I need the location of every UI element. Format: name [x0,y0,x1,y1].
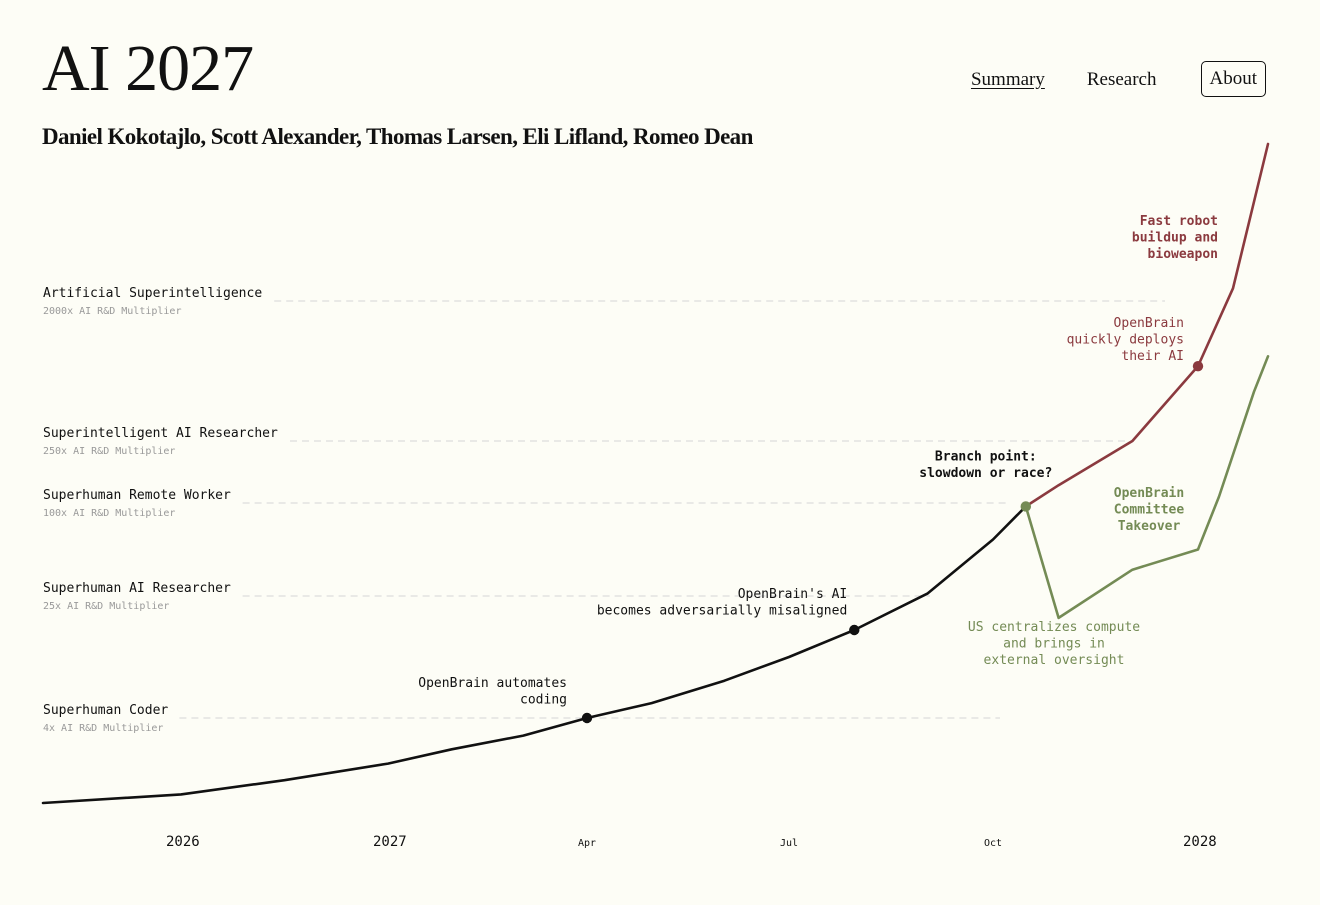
series-line-race [1024,142,1270,508]
event-dot [581,712,593,724]
event-dot [1020,501,1031,512]
milestone-multiplier-label: 4x AI R&D Multiplier [43,723,163,734]
milestone-multiplier-label: 25x AI R&D Multiplier [43,601,169,612]
x-axis-tick-label: Jul [780,838,798,849]
event-label: OpenBrain automates coding [418,676,567,708]
annotation-label: OpenBrain Committee Takeover [1114,486,1185,534]
milestone-label: Superhuman Coder [43,703,168,718]
series-line-baseline [41,505,1028,805]
x-axis-tick-label: 2027 [373,834,407,850]
main-nav: Summary Research About [929,61,1266,97]
milestone-label: Superhuman Remote Worker [43,488,231,503]
authors-byline: Daniel Kokotajlo, Scott Alexander, Thoma… [42,124,753,149]
milestone-label: Superhuman AI Researcher [43,581,231,596]
annotation-label: US centralizes compute and brings in exter… [968,620,1140,668]
event-label: Branch point: slowdown or race? [919,449,1052,481]
page-title: AI 2027 [42,32,254,105]
milestone-multiplier-label: 2000x AI R&D Multiplier [43,306,181,317]
annotation-label: Fast robot buildup and bioweapon [1132,214,1218,262]
nav-summary-link[interactable]: Summary [970,68,1045,90]
x-axis-tick-label: 2028 [1183,834,1217,850]
milestone-label: Artificial Superintelligence [43,286,262,301]
event-dot [849,624,860,636]
nav-research-link[interactable]: Research [1086,68,1157,90]
x-axis-tick-label: Apr [578,838,596,849]
x-axis-tick-label: Oct [984,838,1002,849]
milestone-multiplier-label: 250x AI R&D Multiplier [43,446,175,457]
nav-about-button[interactable]: About [1200,61,1266,97]
event-label: OpenBrain quickly deploys their AI [1067,316,1184,364]
milestone-label: Superintelligent AI Researcher [43,426,278,441]
milestone-multiplier-label: 100x AI R&D Multiplier [43,508,175,519]
event-dot [1192,360,1204,372]
series-line-slowdown [1024,355,1270,620]
x-axis-tick-label: 2026 [166,834,200,850]
event-label: OpenBrain's AI becomes adversarially misa… [597,587,847,619]
